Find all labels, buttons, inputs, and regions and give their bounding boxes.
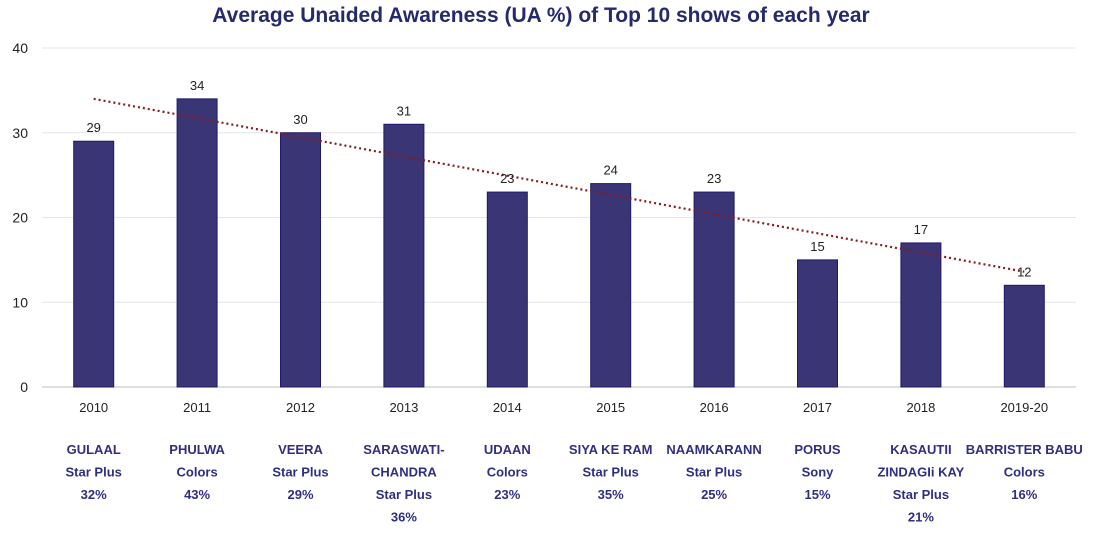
show-annotation: UDAAN Colors 23%: [484, 442, 531, 502]
bar: [900, 242, 942, 388]
show-annotation-line: Colors: [1004, 465, 1045, 480]
show-annotation-line: KASAUTII: [890, 442, 951, 457]
show-annotation: PHULWA Colors 43%: [169, 442, 225, 502]
x-tick-label: 2012: [286, 400, 315, 415]
chart-title: Average Unaided Awareness (UA %) of Top …: [212, 4, 869, 27]
show-annotation-line: 43%: [184, 487, 210, 502]
show-annotation-line: Star Plus: [893, 487, 949, 502]
show-annotation-line: Star Plus: [583, 465, 639, 480]
show-annotation-line: Star Plus: [272, 465, 328, 480]
bar: [693, 191, 735, 388]
x-tick-label: 2013: [389, 400, 418, 415]
bar: [486, 191, 528, 388]
show-annotation-line: Colors: [177, 465, 218, 480]
show-annotation-line: 29%: [287, 487, 313, 502]
data-label: 31: [397, 103, 411, 118]
data-label: 34: [190, 78, 204, 93]
data-label: 29: [86, 120, 100, 135]
show-annotation: BARRISTER BABU Colors 16%: [966, 442, 1083, 502]
bar: [280, 132, 321, 388]
show-annotation-line: Star Plus: [66, 465, 122, 480]
show-annotation: SIYA KE RAM Star Plus 35%: [569, 442, 653, 502]
show-annotations: GULAAL Star Plus 32% PHULWA Colors 43% VEERA St…: [66, 442, 1083, 525]
y-tick-label: 10: [12, 294, 28, 310]
x-tick-label: 2010: [79, 400, 108, 415]
show-annotation-line: 23%: [494, 487, 520, 502]
bar: [176, 98, 218, 388]
show-annotation-line: Star Plus: [376, 487, 432, 502]
show-annotation: PORUS Sony 15%: [794, 442, 841, 502]
x-tick-label: 2016: [700, 400, 729, 415]
data-label: 30: [293, 112, 307, 127]
x-tick-label: 2017: [803, 400, 832, 415]
y-tick-label: 30: [12, 125, 28, 141]
data-label: 15: [810, 239, 824, 254]
show-annotation-line: 36%: [391, 510, 417, 525]
bar: [797, 259, 838, 388]
data-label: 23: [500, 171, 514, 186]
show-annotation-line: 25%: [701, 487, 727, 502]
show-annotation-line: ZINDAGIi KAY: [877, 465, 964, 480]
show-annotation-line: 35%: [598, 487, 624, 502]
show-annotation: KASAUTII ZINDAGIi KAY Star Plus 21%: [877, 442, 964, 525]
data-labels: 29 34 30 31 23 24 23 15 17 12: [86, 78, 1031, 279]
show-annotation-line: Colors: [487, 465, 528, 480]
show-annotation-line: Star Plus: [686, 465, 742, 480]
show-annotation: NAAMKARANN Star Plus 25%: [666, 442, 761, 502]
show-annotation-line: PORUS: [794, 442, 841, 457]
x-axis: 2010 2011 2012 2013 2014 2015 2016 2017 2018 2019…: [79, 400, 1048, 415]
data-label: 17: [914, 222, 928, 237]
show-annotation-line: 21%: [908, 510, 934, 525]
y-tick-label: 40: [12, 40, 28, 56]
trendline: [93, 97, 1025, 273]
show-annotation: SARASWATI- CHANDRA Star Plus 36%: [363, 442, 444, 525]
show-annotation-line: NAAMKARANN: [666, 442, 761, 457]
show-annotation-line: UDAAN: [484, 442, 531, 457]
x-tick-label: 2015: [596, 400, 625, 415]
show-annotation-line: VEERA: [278, 442, 323, 457]
show-annotation-line: SIYA KE RAM: [569, 442, 653, 457]
data-label: 24: [603, 163, 617, 178]
bar: [590, 183, 632, 388]
show-annotation-line: PHULWA: [169, 442, 225, 457]
y-tick-label: 20: [12, 210, 28, 226]
show-annotation-line: Sony: [802, 465, 835, 480]
show-annotation: GULAAL Star Plus 32%: [66, 442, 122, 502]
show-annotation-line: 32%: [81, 487, 107, 502]
show-annotation: VEERA Star Plus 29%: [272, 442, 328, 502]
bars: [73, 98, 1045, 388]
bar: [383, 123, 425, 388]
data-label: 12: [1017, 264, 1031, 279]
trendline-path: [93, 97, 1025, 273]
bar: [73, 140, 115, 388]
x-tick-label: 2011: [183, 400, 211, 415]
data-label: 23: [707, 171, 721, 186]
y-tick-label: 0: [20, 379, 28, 395]
show-annotation-line: BARRISTER BABU: [966, 442, 1083, 457]
show-annotation-line: SARASWATI-: [363, 442, 444, 457]
show-annotation-line: GULAAL: [67, 442, 121, 457]
y-axis: 0 10 20 30 40: [12, 40, 28, 395]
x-tick-label: 2019-20: [1000, 400, 1048, 415]
show-annotation-line: 15%: [804, 487, 830, 502]
show-annotation-line: CHANDRA: [371, 465, 437, 480]
bar: [1003, 284, 1045, 388]
x-tick-label: 2014: [493, 400, 522, 415]
x-tick-label: 2018: [906, 400, 935, 415]
show-annotation-line: 16%: [1011, 487, 1037, 502]
